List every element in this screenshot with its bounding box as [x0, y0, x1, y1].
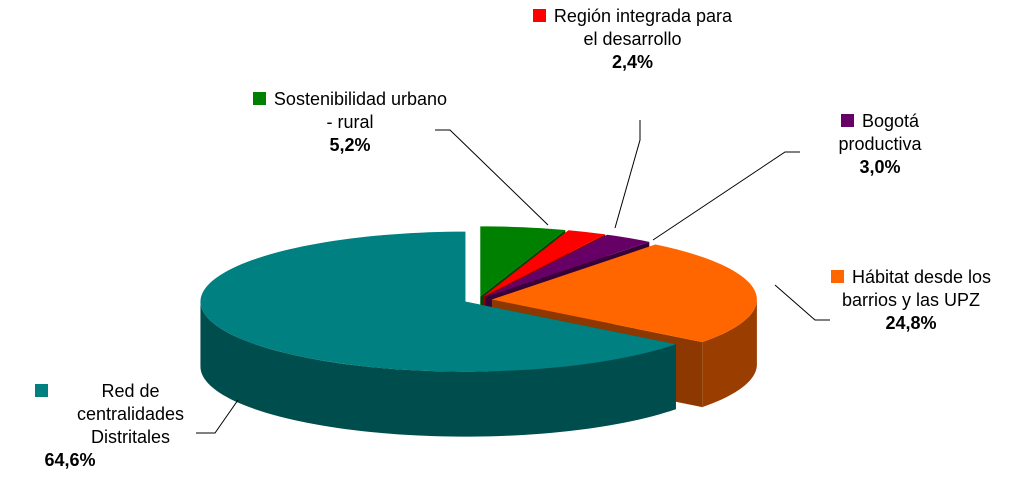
- legend-swatch: [252, 92, 266, 105]
- slice-label: Sostenibilidad urbano - rural 5,2%: [250, 88, 450, 157]
- leader-line: [196, 399, 239, 434]
- slice: [480, 226, 566, 297]
- label-text: Red de centralidades Distritales: [76, 381, 185, 447]
- legend-swatch: [840, 114, 854, 127]
- slice-wall: [702, 299, 757, 408]
- leader-line: [774, 284, 830, 321]
- slice-label: Red de centralidades Distritales 64,6%: [15, 380, 225, 472]
- slice: [483, 230, 606, 297]
- value-label: 3,0%: [859, 157, 901, 177]
- legend-swatch: [532, 9, 546, 22]
- label-text: Hábitat desde los barrios y las UPZ: [841, 267, 992, 310]
- label-text: Sostenibilidad urbano - rural: [273, 89, 448, 132]
- value-label: 64,6%: [44, 450, 96, 470]
- pie: [200, 226, 757, 437]
- slice: [200, 231, 676, 372]
- leader-line: [435, 129, 549, 226]
- label-text: Región integrada para el desarrollo: [553, 6, 733, 49]
- slice-label: Bogotá productiva 3,0%: [800, 110, 960, 179]
- value-label: 2,4%: [611, 52, 654, 72]
- slice: [485, 234, 650, 297]
- slice-label: Región integrada para el desarrollo 2,4%: [525, 5, 740, 74]
- slice-wall: [200, 301, 676, 437]
- leader-line: [652, 151, 800, 241]
- slice-label: Hábitat desde los barrios y las UPZ 24,8%: [805, 266, 1017, 335]
- leader-lines: [196, 120, 830, 434]
- leader-line: [614, 120, 641, 229]
- legend-swatch: [34, 384, 48, 397]
- label-text: Bogotá productiva: [838, 111, 922, 154]
- value-label: 24,8%: [885, 313, 937, 333]
- legend-swatch: [830, 270, 844, 283]
- slice: [491, 244, 757, 343]
- value-label: 5,2%: [329, 135, 371, 155]
